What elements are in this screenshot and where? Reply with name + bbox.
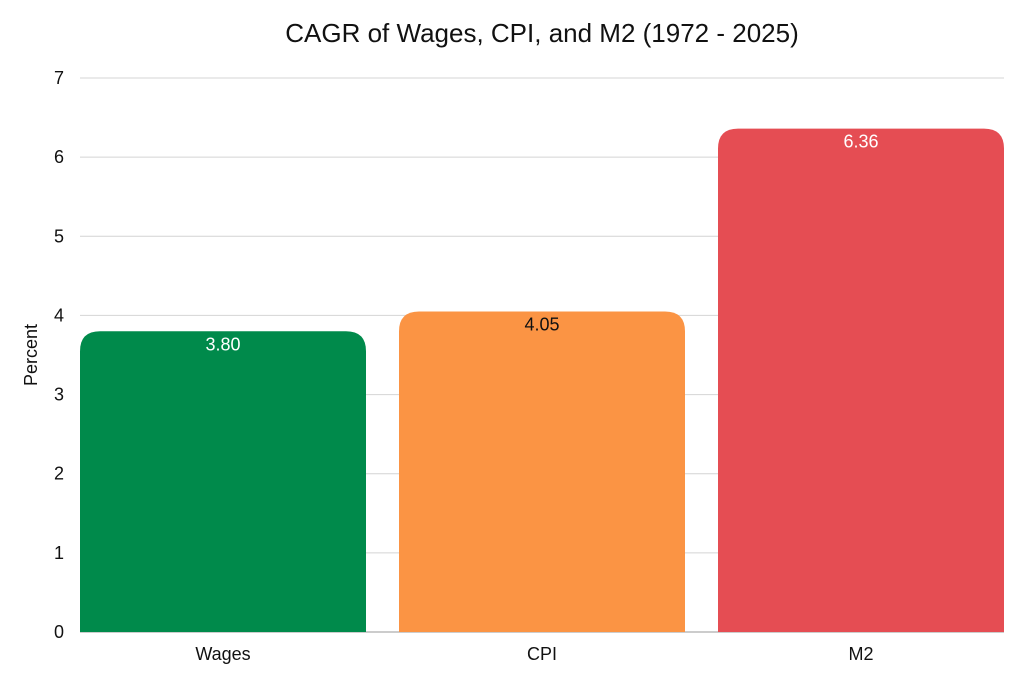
data-label: 6.36: [843, 132, 878, 152]
y-tick-label: 1: [54, 543, 64, 563]
x-tick-label: CPI: [527, 644, 557, 664]
bars: 3.80 4.05 6.36: [80, 128, 1004, 632]
chart-title: CAGR of Wages, CPI, and M2 (1972 - 2025): [285, 18, 799, 48]
y-tick-label: 3: [54, 385, 64, 405]
y-tick-label: 7: [54, 68, 64, 88]
x-tick-label: M2: [848, 644, 873, 664]
y-axis-label: Percent: [21, 324, 41, 386]
y-tick-label: 6: [54, 147, 64, 167]
data-label: 4.05: [524, 314, 559, 334]
x-tick-label: Wages: [195, 644, 250, 664]
bar-cpi: [399, 311, 685, 632]
bar-wages: [80, 331, 366, 632]
x-tick-labels: Wages CPI M2: [195, 644, 873, 664]
y-tick-label: 0: [54, 622, 64, 642]
bar-m2: [718, 128, 1004, 632]
y-tick-label: 2: [54, 464, 64, 484]
y-tick-label: 4: [54, 305, 64, 325]
y-tick-labels: 0 1 2 3 4 5 6 7: [54, 68, 64, 642]
data-label: 3.80: [205, 334, 240, 354]
y-tick-label: 5: [54, 226, 64, 246]
